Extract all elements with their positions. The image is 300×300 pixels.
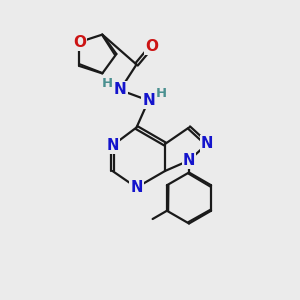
- Text: N: N: [142, 93, 155, 108]
- Text: N: N: [106, 138, 119, 153]
- Text: N: N: [201, 136, 213, 152]
- Text: N: N: [114, 82, 126, 98]
- Text: O: O: [73, 34, 86, 50]
- Text: N: N: [183, 153, 195, 168]
- Text: O: O: [145, 39, 158, 54]
- Text: H: H: [102, 77, 113, 90]
- Text: H: H: [155, 87, 167, 101]
- Text: N: N: [130, 180, 143, 195]
